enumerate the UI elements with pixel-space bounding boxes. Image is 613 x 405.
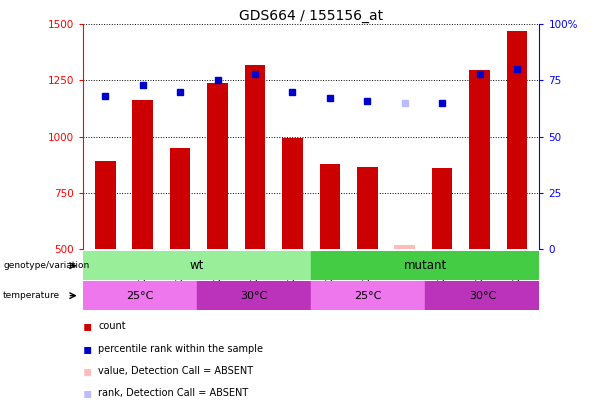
Bar <box>132 100 153 249</box>
Bar <box>95 162 115 249</box>
Title: GDS664 / 155156_at: GDS664 / 155156_at <box>239 9 383 23</box>
Text: wt: wt <box>190 259 204 272</box>
Bar <box>432 168 452 249</box>
Bar <box>311 281 425 310</box>
Text: ▪: ▪ <box>83 342 92 356</box>
Text: mutant: mutant <box>403 259 447 272</box>
Text: 25°C: 25°C <box>354 291 382 301</box>
Bar <box>170 148 191 249</box>
Text: value, Detection Call = ABSENT: value, Detection Call = ABSENT <box>98 366 253 376</box>
Bar <box>207 83 228 249</box>
Text: temperature: temperature <box>3 291 60 300</box>
Text: ▪: ▪ <box>83 386 92 400</box>
Text: count: count <box>98 322 126 331</box>
Bar <box>319 164 340 249</box>
Text: 30°C: 30°C <box>469 291 496 301</box>
Bar <box>425 281 539 310</box>
Bar <box>83 251 311 280</box>
Text: 25°C: 25°C <box>126 291 153 301</box>
Bar <box>507 31 527 249</box>
Text: ▪: ▪ <box>83 364 92 378</box>
Bar <box>197 281 311 310</box>
Bar <box>311 251 539 280</box>
Bar <box>83 281 197 310</box>
Text: genotype/variation: genotype/variation <box>3 261 89 270</box>
Bar <box>357 167 378 249</box>
Bar <box>394 245 415 249</box>
Text: 30°C: 30°C <box>240 291 268 301</box>
Text: ▪: ▪ <box>83 320 92 333</box>
Text: percentile rank within the sample: percentile rank within the sample <box>98 344 263 354</box>
Text: rank, Detection Call = ABSENT: rank, Detection Call = ABSENT <box>98 388 248 398</box>
Bar <box>470 70 490 249</box>
Bar <box>282 138 303 249</box>
Bar <box>245 65 265 249</box>
